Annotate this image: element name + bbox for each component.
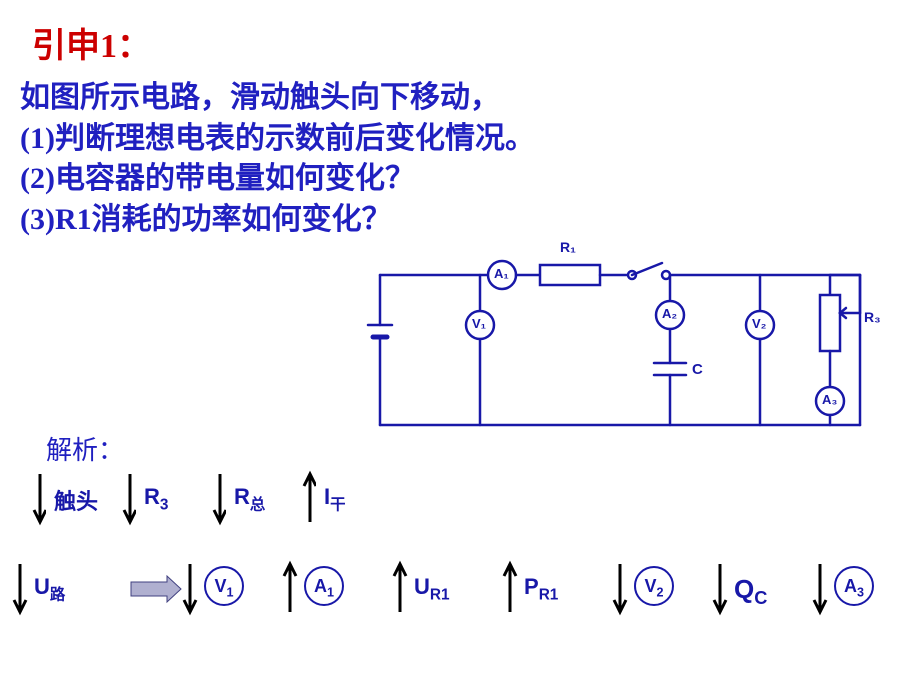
prompt-line3: (2)电容器的带电量如何变化？ [20,159,535,200]
flow-text-Rtotal: R总 [234,484,265,514]
flow-PR1: PR1 [500,560,600,616]
flow-text-QC: QC [734,574,767,609]
flow-V2: V2 [610,560,710,616]
flow-slider: 触头 [30,470,130,526]
flow-V1: V1 [180,560,280,616]
flow-Uext: U路 [10,560,110,616]
flow-text-R3: R3 [144,484,168,514]
circuit-diagram: R₁ A₁ A₂ A₃ V₁ V₂ C R₃ [360,235,900,455]
label-R1: R₁ [560,239,576,255]
analysis-heading: 解析： [46,430,124,467]
flow-circle-V1: V1 [204,566,244,606]
flow-text-Uext: U路 [34,574,65,604]
problem-statement: 如图所示电路，滑动触头向下移动， (1)判断理想电表的示数前后变化情况。 (2)… [20,78,535,240]
label-C: C [692,361,703,378]
flow-circle-A3: A3 [834,566,874,606]
prompt-line2: (1)判断理想电表的示数前后变化情况。 [20,119,535,160]
flow-A3: A3 [810,560,910,616]
prompt-line4: (3)R1消耗的功率如何变化？ [20,200,535,241]
label-A3: A₃ [822,392,837,407]
flow-R3: R3 [120,470,220,526]
flow-row-2: U路 V1 A1 UR1 PR1 V2 QC A3 [20,560,900,616]
flow-A1: A1 [280,560,380,616]
prompt-line1: 如图所示电路，滑动触头向下移动， [20,78,535,119]
label-R3: R₃ [864,309,881,325]
flow-text-slider: 触头 [54,484,98,516]
label-V2: V₂ [752,316,766,331]
flow-UR1: UR1 [390,560,490,616]
flow-circle-V2: V2 [634,566,674,606]
flow-Imain: I干 [300,470,400,526]
flow-row-1: 触头 R3 R总 I干 [20,470,900,526]
flow-circle-A1: A1 [304,566,344,606]
flow-Rtotal: R总 [210,470,310,526]
label-A1: A₁ [494,266,509,281]
flow-text-Imain: I干 [324,484,346,514]
section-title: 引申1： [32,18,151,67]
label-A2: A₂ [662,306,677,321]
flow-QC: QC [710,560,810,616]
label-V1: V₁ [472,316,486,331]
flow-text-UR1: UR1 [414,574,450,604]
flow-text-PR1: PR1 [524,574,558,604]
